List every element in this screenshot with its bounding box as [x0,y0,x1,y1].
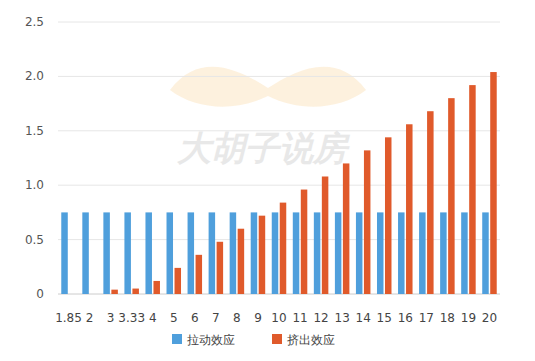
x-tick-label: 5 [170,311,178,325]
bar [132,289,139,294]
bar [196,255,203,294]
bar [335,212,342,294]
bars [61,72,496,294]
bar [440,212,447,294]
x-tick-label: 14 [356,311,371,325]
x-tick-label: 6 [191,311,199,325]
bar [377,212,384,294]
x-tick-label: 19 [461,311,476,325]
bar [419,212,426,294]
bar [301,190,308,294]
bar [280,203,287,294]
bar [469,85,476,294]
bar [322,176,329,294]
bar [406,124,413,294]
bar [251,212,258,294]
x-tick-label: 20 [482,311,497,325]
bar [69,294,76,295]
grid-line [58,130,500,131]
x-tick-label: 17 [419,311,434,325]
bar [314,212,321,294]
bar [124,212,130,294]
bar [188,212,195,294]
bar [167,212,174,294]
y-tick-label: 0.5 [25,233,44,247]
bar [293,212,300,294]
watermark-shape [170,67,366,107]
bar [103,212,110,294]
bar [175,268,182,294]
grid-line [58,76,500,77]
legend-swatch [272,334,282,344]
bar [259,216,266,294]
bar [217,242,224,294]
bar [61,212,68,294]
grid-line [58,239,500,240]
x-tick-label: 10 [271,311,286,325]
x-tick-label: 16 [398,311,413,325]
bar [448,98,455,294]
bar [153,281,160,294]
grid-line [58,294,500,295]
y-tick-label: 2.0 [25,69,44,83]
bar [427,111,434,294]
x-tick-label: 3.33 [118,311,145,325]
bar [209,212,216,294]
grid-line [58,22,500,23]
x-tick-label: 8 [233,311,241,325]
x-tick-label: 3 [107,311,115,325]
x-tick-label: 7 [212,311,220,325]
x-tick-label: 1.85 [55,311,82,325]
x-tick-label: 11 [292,311,307,325]
bar [272,212,279,294]
bar [482,212,489,294]
legend-label: 拉动效应 [187,333,235,347]
bar [364,150,371,294]
x-tick-label: 4 [149,311,157,325]
bar [461,212,468,294]
legend-label: 挤出效应 [287,333,335,347]
bar [238,229,245,294]
bar [145,212,152,294]
legend: 拉动效应 挤出效应 [172,333,335,347]
y-tick-label: 0 [36,287,44,301]
y-tick-label: 2.5 [25,15,44,29]
legend-swatch [172,334,182,344]
bar [356,212,363,294]
y-tick-label: 1.5 [25,124,44,138]
x-tick-label: 12 [313,311,328,325]
y-tick-label: 1.0 [25,178,44,192]
x-tick-label: 15 [377,311,392,325]
x-tick-label: 13 [335,311,350,325]
bar [82,212,89,294]
grid-line [58,185,500,186]
bar [490,72,497,294]
bar [343,163,350,294]
x-tick-label: 2 [86,311,94,325]
bar [111,290,118,294]
watermark: 大胡子说房 [177,128,350,168]
chart: 大胡子说房 0 0.5 1.0 1.5 2.0 2.5 1.85 233.33 456789 10 1… [0,0,535,361]
bar [230,212,237,294]
bar [398,212,405,294]
bar [90,294,97,295]
x-tick-label: 9 [254,311,262,325]
x-tick-label: 18 [440,311,455,325]
bar [385,137,392,294]
